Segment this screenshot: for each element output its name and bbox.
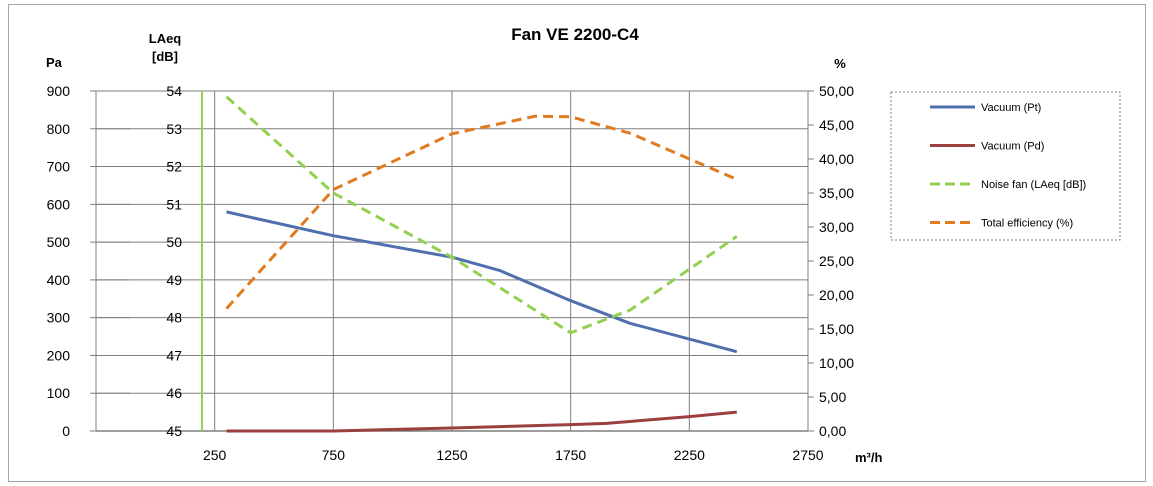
legend-label: Noise fan (LAeq [dB]) (981, 179, 1086, 191)
pa-tick-label: 700 (47, 159, 71, 175)
grid (96, 90, 809, 431)
pct-tick-label: 35,00 (819, 185, 854, 201)
pct-axis-label: % (834, 56, 846, 71)
pct-tick-label: 30,00 (819, 219, 854, 235)
x-tick-label: 1250 (436, 447, 467, 463)
laeq-tick-label: 47 (166, 347, 182, 363)
pct-tick-label: 40,00 (819, 151, 854, 167)
legend: Vacuum (Pt) Vacuum (Pd) Noise fan (LAeq [d… (890, 91, 1121, 241)
pct-tick-label: 50,00 (819, 83, 854, 99)
pa-tick-label: 900 (47, 83, 71, 99)
chart-frame (8, 4, 1146, 482)
legend-box (890, 91, 1121, 241)
pct-tick-label: 5,00 (819, 389, 846, 405)
laeq-tick-label: 53 (166, 121, 182, 137)
x-axis-label: m³/h (855, 450, 883, 465)
pct-tick-label: 45,00 (819, 117, 854, 133)
laeq-tick-label: 54 (166, 83, 182, 99)
x-tick-label: 1750 (555, 447, 586, 463)
pa-tick-label: 500 (47, 234, 71, 250)
laeq-tick-label: 45 (166, 423, 182, 439)
pa-tick-label: 200 (47, 347, 71, 363)
laeq-axis-label-line2: [dB] (152, 49, 178, 64)
legend-label: Vacuum (Pd) (981, 141, 1044, 153)
laeq-tick-label: 51 (166, 196, 182, 212)
laeq-tick-label: 49 (166, 272, 182, 288)
series-line-0 (226, 210, 738, 354)
pa-tick-label: 100 (47, 385, 71, 401)
pa-tick-label: 300 (47, 310, 71, 326)
pa-tick-label: 600 (47, 196, 71, 212)
pct-tick-label: 15,00 (819, 321, 854, 337)
laeq-tick-label: 50 (166, 234, 182, 250)
x-tick-label: 250 (203, 447, 227, 463)
pct-tick-label: 25,00 (819, 253, 854, 269)
laeq-tick-label: 46 (166, 385, 182, 401)
series-line-3 (225, 114, 738, 310)
laeq-tick-label: 52 (166, 159, 182, 175)
pa-tick-label: 800 (47, 121, 71, 137)
laeq-tick-label: 48 (166, 310, 182, 326)
series-line-1 (226, 410, 737, 433)
pct-tick-label: 20,00 (819, 287, 854, 303)
x-tick-label: 2750 (792, 447, 823, 463)
pa-axis-label: Pa (46, 55, 63, 70)
pct-tick-label: 0,00 (819, 423, 846, 439)
legend-label: Total efficiency (%) (981, 218, 1073, 230)
series-line-2 (225, 95, 738, 335)
legend-label: Vacuum (Pt) (981, 102, 1041, 114)
x-tick-label: 2250 (674, 447, 705, 463)
series (225, 95, 738, 433)
pa-tick-label: 400 (47, 272, 71, 288)
pct-tick-label: 10,00 (819, 355, 854, 371)
chart-title: Fan VE 2200-C4 (511, 25, 639, 44)
pa-tick-label: 0 (62, 423, 70, 439)
axes: 0 100 200 300 400 500 600 700 800 900 45 46 47 48 49 50… (47, 83, 855, 463)
laeq-axis-label-line1: LAeq (149, 31, 182, 46)
x-tick-label: 750 (322, 447, 346, 463)
